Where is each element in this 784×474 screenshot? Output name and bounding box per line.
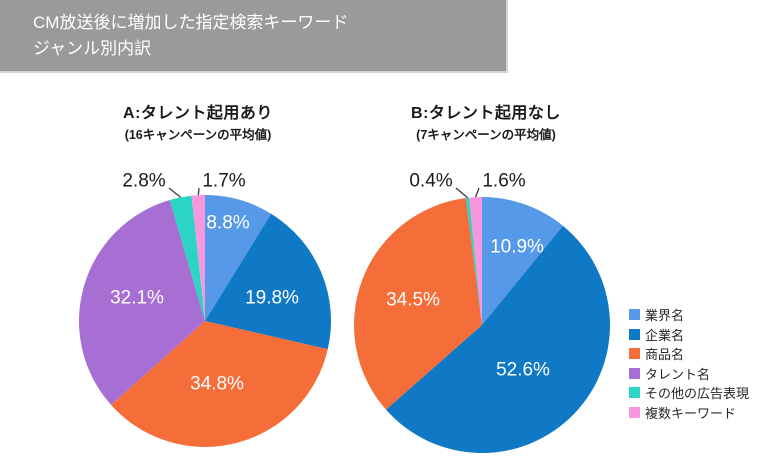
legend-label: 商品名 bbox=[645, 347, 685, 363]
legend-label: 業界名 bbox=[645, 308, 685, 324]
pie-B-slice-複数キーワード bbox=[469, 197, 482, 325]
legend-swatch bbox=[629, 367, 640, 379]
pie-A-label-商品名: 34.8% bbox=[190, 374, 244, 395]
pie-B-slice-その他の広告表現 bbox=[465, 197, 482, 325]
legend-swatch bbox=[629, 348, 640, 360]
pie-B-leader-その他の広告表現 bbox=[455, 187, 469, 199]
pie-A-slice-企業名 bbox=[205, 213, 332, 350]
pie-A-label-業界名: 8.8% bbox=[206, 213, 249, 234]
banner-title-line2: ジャンル別内訳 bbox=[33, 39, 152, 58]
legend-item-タレント名: タレント名 bbox=[629, 364, 749, 384]
pie-B-slice-企業名 bbox=[385, 225, 610, 453]
pie-A-slice-その他の広告表現 bbox=[169, 195, 205, 321]
legend-label: タレント名 bbox=[645, 366, 711, 382]
pie-A-label-タレント名: 32.1% bbox=[110, 288, 164, 309]
legend-label: 企業名 bbox=[645, 327, 685, 343]
pie-B-label-業界名: 10.9% bbox=[490, 237, 544, 258]
legend-swatch bbox=[629, 309, 640, 321]
chart-b-title: B:タレント起用なし bbox=[411, 105, 561, 122]
pie-B-slice-業界名 bbox=[482, 197, 563, 325]
chart-a-subtitle: (16キャンペーンの平均値) bbox=[124, 128, 272, 142]
pie-B-label-複数キーワード: 1.6% bbox=[482, 171, 525, 192]
pie-A-label-その他の広告表現: 2.8% bbox=[122, 171, 165, 192]
legend-item-企業名: 企業名 bbox=[629, 325, 749, 345]
pie-B-label-企業名: 52.6% bbox=[496, 360, 550, 381]
legend-item-その他の広告表現: その他の広告表現 bbox=[629, 383, 749, 403]
legend-swatch bbox=[629, 328, 640, 340]
pie-A-slice-商品名 bbox=[111, 321, 328, 448]
legend-item-業界名: 業界名 bbox=[629, 305, 749, 325]
pie-A-slice-複数キーワード bbox=[191, 195, 205, 321]
legend-swatch bbox=[629, 406, 640, 418]
legend-item-複数キーワード: 複数キーワード bbox=[629, 403, 749, 423]
pie-A-label-企業名: 19.8% bbox=[245, 288, 299, 309]
pie-B-slice-商品名 bbox=[354, 198, 482, 410]
pie-A-leader-複数キーワード bbox=[197, 187, 200, 196]
chart-legend: 業界名企業名商品名タレント名その他の広告表現 複数キーワード bbox=[629, 305, 749, 422]
legend-label: その他の広告表現 bbox=[645, 386, 750, 402]
legend-item-商品名: 商品名 bbox=[629, 344, 749, 364]
pie-A-leader-その他の広告表現 bbox=[168, 187, 182, 198]
pie-A-label-複数キーワード: 1.7% bbox=[202, 171, 245, 192]
pie-B-leader-複数キーワード bbox=[474, 187, 480, 198]
pie-A-slice-タレント名 bbox=[78, 200, 205, 405]
legend-label: 複数キーワード bbox=[645, 405, 737, 421]
title-banner: CM放送後に増加した指定検索キーワード ジャンル別内訳 bbox=[0, 0, 508, 73]
legend-swatch bbox=[629, 387, 640, 399]
pie-B-label-その他の広告表現: 0.4% bbox=[409, 171, 452, 192]
chart-b-subtitle: (7キャンペーンの平均値) bbox=[416, 128, 556, 142]
pie-A-slice-業界名 bbox=[205, 195, 272, 321]
pie-B-label-商品名: 34.5% bbox=[386, 290, 440, 311]
chart-a-title: A:タレント起用あり bbox=[123, 105, 273, 122]
banner-title-line1: CM放送後に増加した指定検索キーワード bbox=[33, 13, 349, 32]
